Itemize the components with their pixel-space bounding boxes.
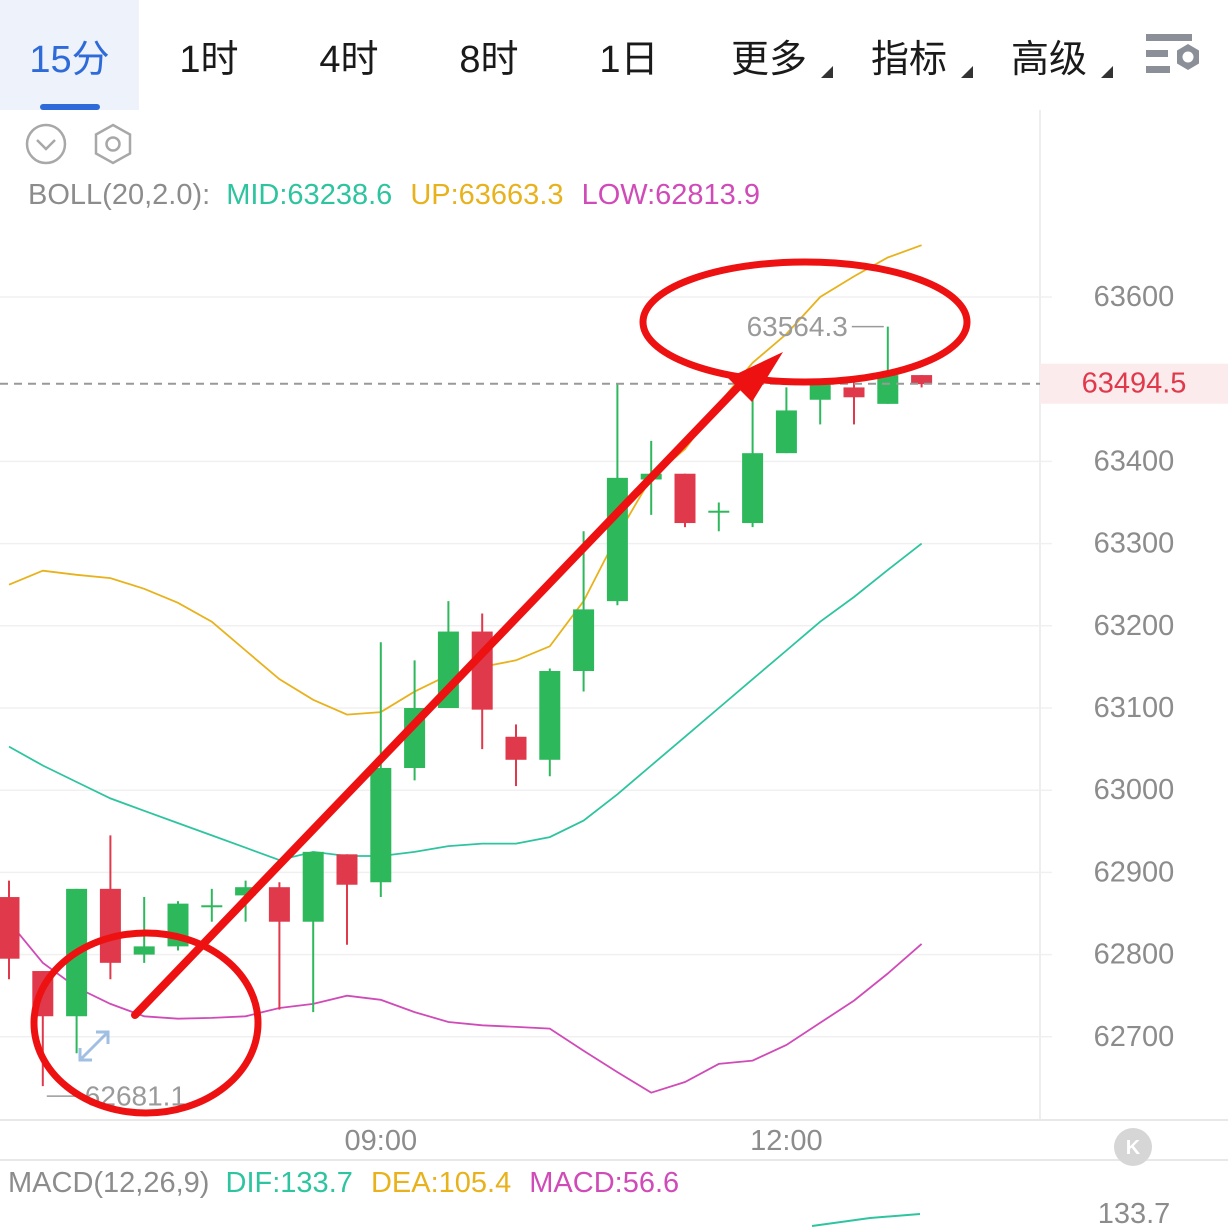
collapse-indicator-button[interactable] [25, 123, 67, 165]
chevron-down-circle-icon [25, 123, 67, 165]
candlestick-chart: 63600 63400 63300 63200 63100 63000 62900 62800… [0, 110, 1228, 1230]
macd-value: MACD:56.6 [529, 1167, 679, 1199]
dropdown-triangle-icon [1101, 66, 1113, 78]
annotation-overlay [30, 258, 971, 1117]
trend-arrow-annotation [131, 381, 744, 1019]
tab-4h[interactable]: 4时 [279, 0, 419, 110]
macd-legend: MACD(12,26,9) DIF:133.7 DEA:105.4 MACD:5… [8, 1167, 679, 1199]
timeframe-tabs: 15分 1时 4时 8时 1日 更多 指标 高级 [0, 0, 1228, 110]
candle-body [742, 453, 764, 524]
candle-body [573, 609, 595, 672]
y-tick-label: 63100 [1094, 692, 1175, 724]
boll-middle-line [8, 542, 923, 862]
y-tick-label: 62900 [1094, 856, 1175, 888]
low-circle-annotation [30, 929, 262, 1117]
k-circle-icon [1114, 1128, 1152, 1166]
tab-1d[interactable]: 1日 [559, 0, 699, 110]
chart-settings-button[interactable] [1118, 0, 1228, 110]
settings-center-icon [105, 136, 121, 152]
candle-body [302, 851, 324, 922]
macd-dif: DIF:133.7 [226, 1167, 353, 1199]
candle-body [370, 768, 392, 883]
boll-low: LOW:62813.9 [582, 179, 760, 211]
candle-body [99, 888, 121, 963]
chart-area: 63600 63400 63300 63200 63100 63000 62900 62800… [0, 110, 1228, 1230]
tab-label: 1日 [599, 38, 659, 81]
candle-body [235, 887, 257, 896]
candle-body [911, 375, 933, 385]
candle-body [336, 854, 358, 885]
candle-body [268, 887, 290, 922]
k-letter: K [1126, 1137, 1141, 1159]
candle-body [133, 946, 155, 955]
candle-body [0, 897, 20, 959]
arrow-head-annotation [728, 352, 783, 402]
chevron-down-icon [36, 139, 56, 151]
y-tick-label: 62700 [1094, 1021, 1175, 1053]
tab-1h[interactable]: 1时 [139, 0, 279, 110]
tab-15m[interactable]: 15分 [0, 0, 139, 110]
hexagon-settings-icon [94, 123, 132, 165]
candle-body [775, 410, 797, 454]
x-axis: 09:00 12:00 [345, 1125, 823, 1157]
candle-body [606, 477, 628, 602]
tab-label: 8时 [459, 38, 519, 81]
y-tick-label: 63400 [1094, 445, 1175, 477]
current-price-label: 63494.5 [1082, 368, 1187, 400]
tab-label: 4时 [319, 38, 379, 81]
fullscreen-button[interactable]: K [1114, 1128, 1152, 1166]
tab-label: 15分 [29, 38, 110, 81]
expand-arrow-icon [78, 1030, 110, 1062]
y-tick-label: 63200 [1094, 610, 1175, 642]
candle-body [843, 387, 865, 398]
tab-label: 高级 [1010, 38, 1087, 81]
candle-body [539, 671, 561, 760]
candle-body [708, 510, 730, 513]
macd-dea: DEA:105.4 [371, 1167, 511, 1199]
x-tick-label: 09:00 [345, 1125, 418, 1157]
boll-lower-line [8, 921, 923, 1094]
tab-label: 指标 [870, 38, 947, 81]
candle-body [809, 383, 831, 400]
candle-body [505, 736, 527, 760]
macd-dif-line [811, 1213, 921, 1227]
y-tick-label: 62800 [1094, 939, 1175, 971]
indicator-settings-button[interactable] [94, 123, 132, 165]
macd-prefix: MACD(12,26,9) [8, 1167, 209, 1199]
current-price-tag [1040, 363, 1228, 404]
grid [0, 296, 1052, 1038]
macd-axis-label: 133.7 [1098, 1198, 1171, 1227]
y-tick-label: 63300 [1094, 528, 1175, 560]
boll-legend: BOLL(20,2.0): MID:63238.6 UP:63663.3 LOW… [28, 179, 760, 211]
y-tick-label: 63600 [1094, 281, 1175, 313]
y-axis: 63600 63400 63300 63200 63100 63000 62900 62800… [1094, 281, 1175, 1053]
dropdown-triangle-icon [821, 66, 833, 78]
tab-label: 更多 [730, 38, 807, 81]
candle-body [201, 905, 223, 908]
tab-advanced[interactable]: 高级 [979, 0, 1119, 110]
high-circle-annotation [639, 258, 971, 386]
boll-up: UP:63663.3 [410, 179, 563, 211]
candle-body [877, 375, 899, 404]
x-tick-label: 12:00 [750, 1125, 823, 1157]
boll-mid: MID:63238.6 [226, 179, 392, 211]
tab-8h[interactable]: 8时 [419, 0, 559, 110]
high-price-label: 63564.3 [747, 311, 848, 342]
tab-more[interactable]: 更多 [699, 0, 839, 110]
chart-settings-icon [1146, 34, 1199, 73]
y-tick-label: 63000 [1094, 774, 1175, 806]
tab-label: 1时 [179, 38, 239, 81]
tab-indicators[interactable]: 指标 [839, 0, 979, 110]
boll-prefix: BOLL(20,2.0): [28, 179, 210, 211]
dropdown-triangle-icon [961, 66, 973, 78]
candle-body [674, 473, 696, 524]
